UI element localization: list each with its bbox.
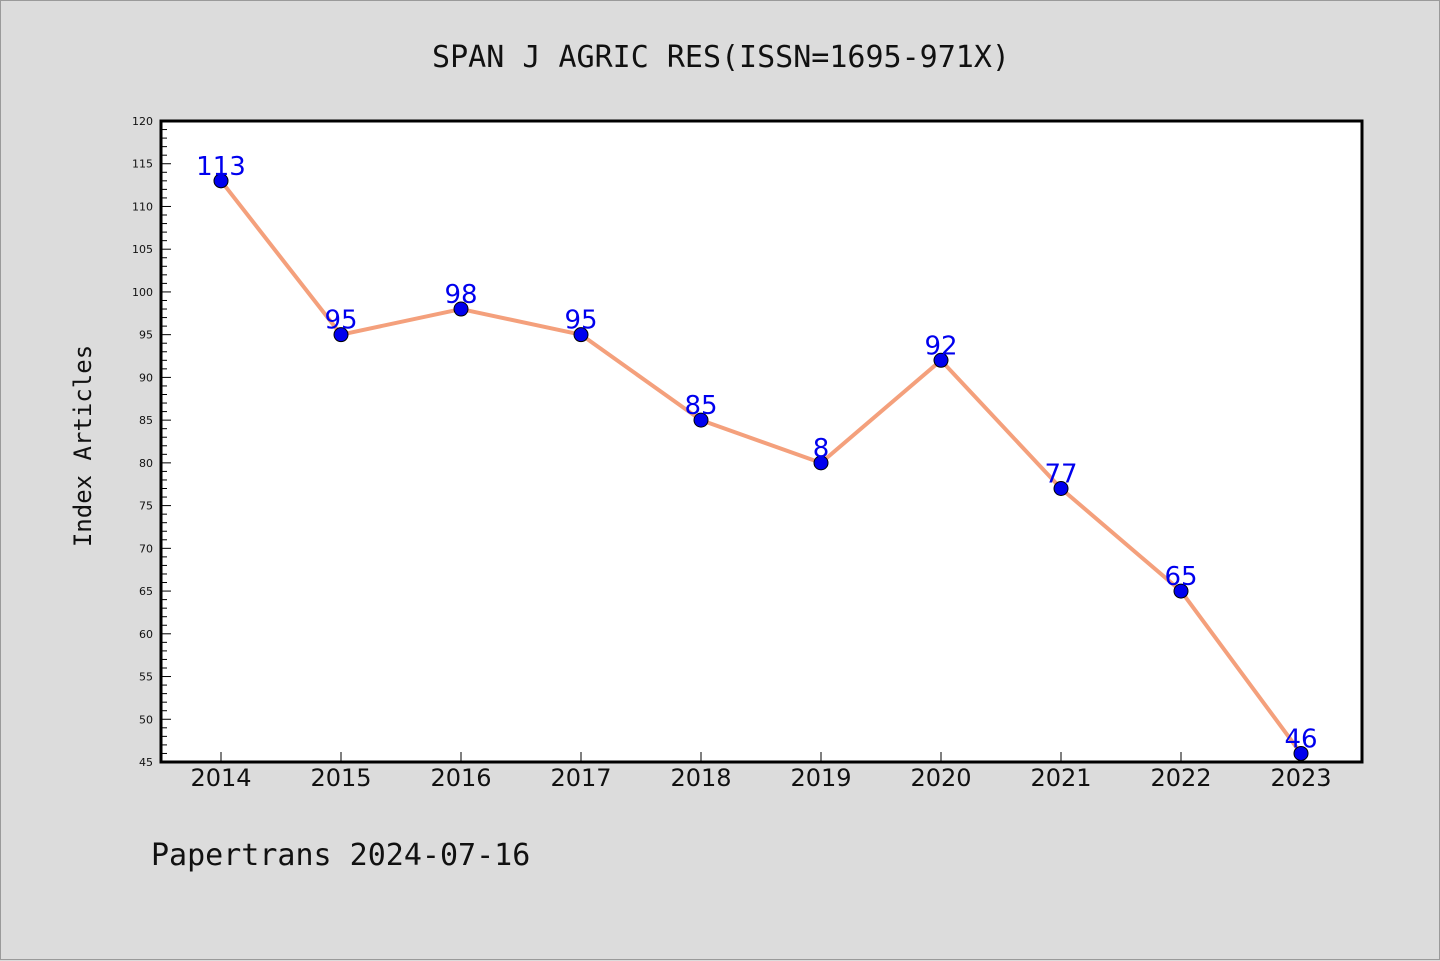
data-points	[213, 173, 1309, 761]
y-tick-label: 110	[132, 200, 153, 213]
series-line	[219, 179, 1303, 755]
y-tick-label: 50	[139, 713, 153, 726]
footer-text: Papertrans 2024-07-16	[151, 838, 530, 873]
data-label: 98	[444, 280, 477, 310]
y-tick-label: 95	[139, 329, 153, 342]
data-label: 113	[196, 152, 246, 182]
y-tick-label: 60	[139, 628, 153, 641]
x-axis: 2014 2015 2016 2017 2018 2019 2020 2021 2022 2023	[190, 752, 1332, 792]
y-axis-label: Index Articles	[69, 345, 97, 547]
data-labels: 113 95 98 95 85 8 92 77 65 46	[196, 152, 1317, 755]
data-point	[573, 327, 589, 343]
data-label: 85	[684, 391, 717, 421]
x-tick-label: 2020	[910, 764, 971, 792]
data-point	[213, 173, 229, 189]
y-axis: 45 50 55 60 65 70 75 80 85 90 95 100 105 110 115 120	[132, 115, 171, 769]
data-point	[813, 455, 829, 471]
x-tick-label: 2016	[430, 764, 491, 792]
data-point	[1053, 481, 1069, 497]
data-label: 92	[924, 331, 957, 361]
data-point	[1293, 745, 1309, 761]
y-tick-label: 115	[132, 158, 153, 171]
data-label: 95	[564, 306, 597, 336]
chart-title: SPAN J AGRIC RES(ISSN=1695-971X)	[432, 40, 1010, 75]
data-point	[1173, 583, 1189, 599]
series-line-group	[219, 179, 1303, 755]
y-tick-label: 70	[139, 542, 153, 555]
data-point	[453, 301, 469, 317]
x-tick-label: 2015	[310, 764, 371, 792]
x-tick-label: 2017	[550, 764, 611, 792]
y-tick-label: 90	[139, 371, 153, 384]
data-label: 77	[1044, 460, 1077, 490]
data-label: 8	[813, 434, 830, 464]
data-label: 65	[1164, 562, 1197, 592]
x-tick-label: 2014	[190, 764, 251, 792]
data-label: 95	[324, 306, 357, 336]
x-tick-label: 2022	[1150, 764, 1211, 792]
y-tick-label: 45	[139, 756, 153, 769]
y-tick-label: 65	[139, 585, 153, 598]
x-tick-label: 2023	[1270, 764, 1331, 792]
y-tick-label: 100	[132, 286, 153, 299]
y-tick-label: 120	[132, 115, 153, 128]
data-point	[693, 412, 709, 428]
x-tick-label: 2019	[790, 764, 851, 792]
data-point	[933, 352, 949, 368]
y-tick-label: 55	[139, 671, 153, 684]
y-tick-label: 75	[139, 500, 153, 513]
y-tick-label: 80	[139, 457, 153, 470]
x-tick-label: 2018	[670, 764, 731, 792]
x-tick-label: 2021	[1030, 764, 1091, 792]
y-tick-label: 85	[139, 414, 153, 427]
data-point	[333, 327, 349, 343]
y-tick-label: 105	[132, 243, 153, 256]
data-label: 46	[1284, 724, 1317, 754]
